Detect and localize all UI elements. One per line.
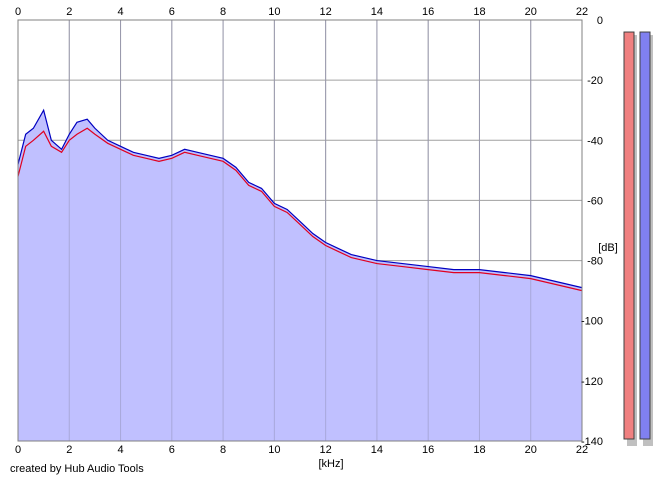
x-tick-label-bottom: 10 [268, 444, 280, 456]
y-tick-label: 0 [597, 15, 603, 27]
plot-frame [17, 19, 583, 442]
x-tick-label-bottom: 14 [371, 444, 383, 456]
x-tick-label-top: 6 [169, 6, 175, 18]
series-line-0 [17, 127, 583, 292]
series-layer [17, 108, 583, 292]
x-tick-label-top: 12 [320, 6, 332, 18]
y-tick-label: -100 [581, 316, 603, 328]
y-tick-label: -140 [581, 436, 603, 448]
y-tick-label: -40 [587, 135, 603, 147]
x-tick-label-bottom: 20 [525, 444, 537, 456]
x-tick-label-top: 18 [473, 6, 485, 18]
x-axis-label: [kHz] [318, 458, 343, 470]
x-tick-label-top: 4 [117, 6, 123, 18]
x-tick-label-bottom: 8 [220, 444, 226, 456]
x-tick-label-top: 2 [66, 6, 72, 18]
x-tick-label-bottom: 16 [422, 444, 434, 456]
x-tick-label-bottom: 4 [117, 444, 123, 456]
x-tick-label-top: 14 [371, 6, 383, 18]
x-tick-label-bottom: 18 [473, 444, 485, 456]
y-tick-label: -120 [581, 376, 603, 388]
x-tick-label-top: 0 [15, 6, 21, 18]
spectrum-area [18, 110, 582, 441]
x-tick-labels-top: 0 2 4 6 8 10 12 14 16 18 20 22 [15, 6, 588, 18]
y-tick-label: -60 [587, 195, 603, 207]
x-tick-label-bottom: 6 [169, 444, 175, 456]
x-tick-labels-bottom: 0 2 4 6 8 10 12 14 16 18 20 22 [15, 444, 588, 456]
x-tick-label-top: 20 [525, 6, 537, 18]
x-tick-label-bottom: 22 [576, 444, 588, 456]
x-tick-label-top: 16 [422, 6, 434, 18]
x-tick-label-bottom: 0 [15, 444, 21, 456]
level-meters [623, 31, 653, 447]
y-tick-labels: 0 -20 -40 -60 -80 -100 -120 -140 [581, 15, 603, 448]
x-tick-label-top: 10 [268, 6, 280, 18]
level-meter-right [639, 31, 651, 440]
credit-text: created by Hub Audio Tools [10, 463, 144, 475]
y-axis-label: [dB] [598, 242, 618, 254]
y-tick-label: -80 [587, 256, 603, 268]
x-tick-label-top: 22 [576, 6, 588, 18]
plot-border [17, 19, 583, 442]
y-tick-label: -20 [587, 75, 603, 87]
level-meter-left [623, 31, 635, 440]
x-tick-label-bottom: 12 [320, 444, 332, 456]
x-tick-label-top: 8 [220, 6, 226, 18]
series-line-1 [17, 108, 583, 289]
x-tick-label-bottom: 2 [66, 444, 72, 456]
